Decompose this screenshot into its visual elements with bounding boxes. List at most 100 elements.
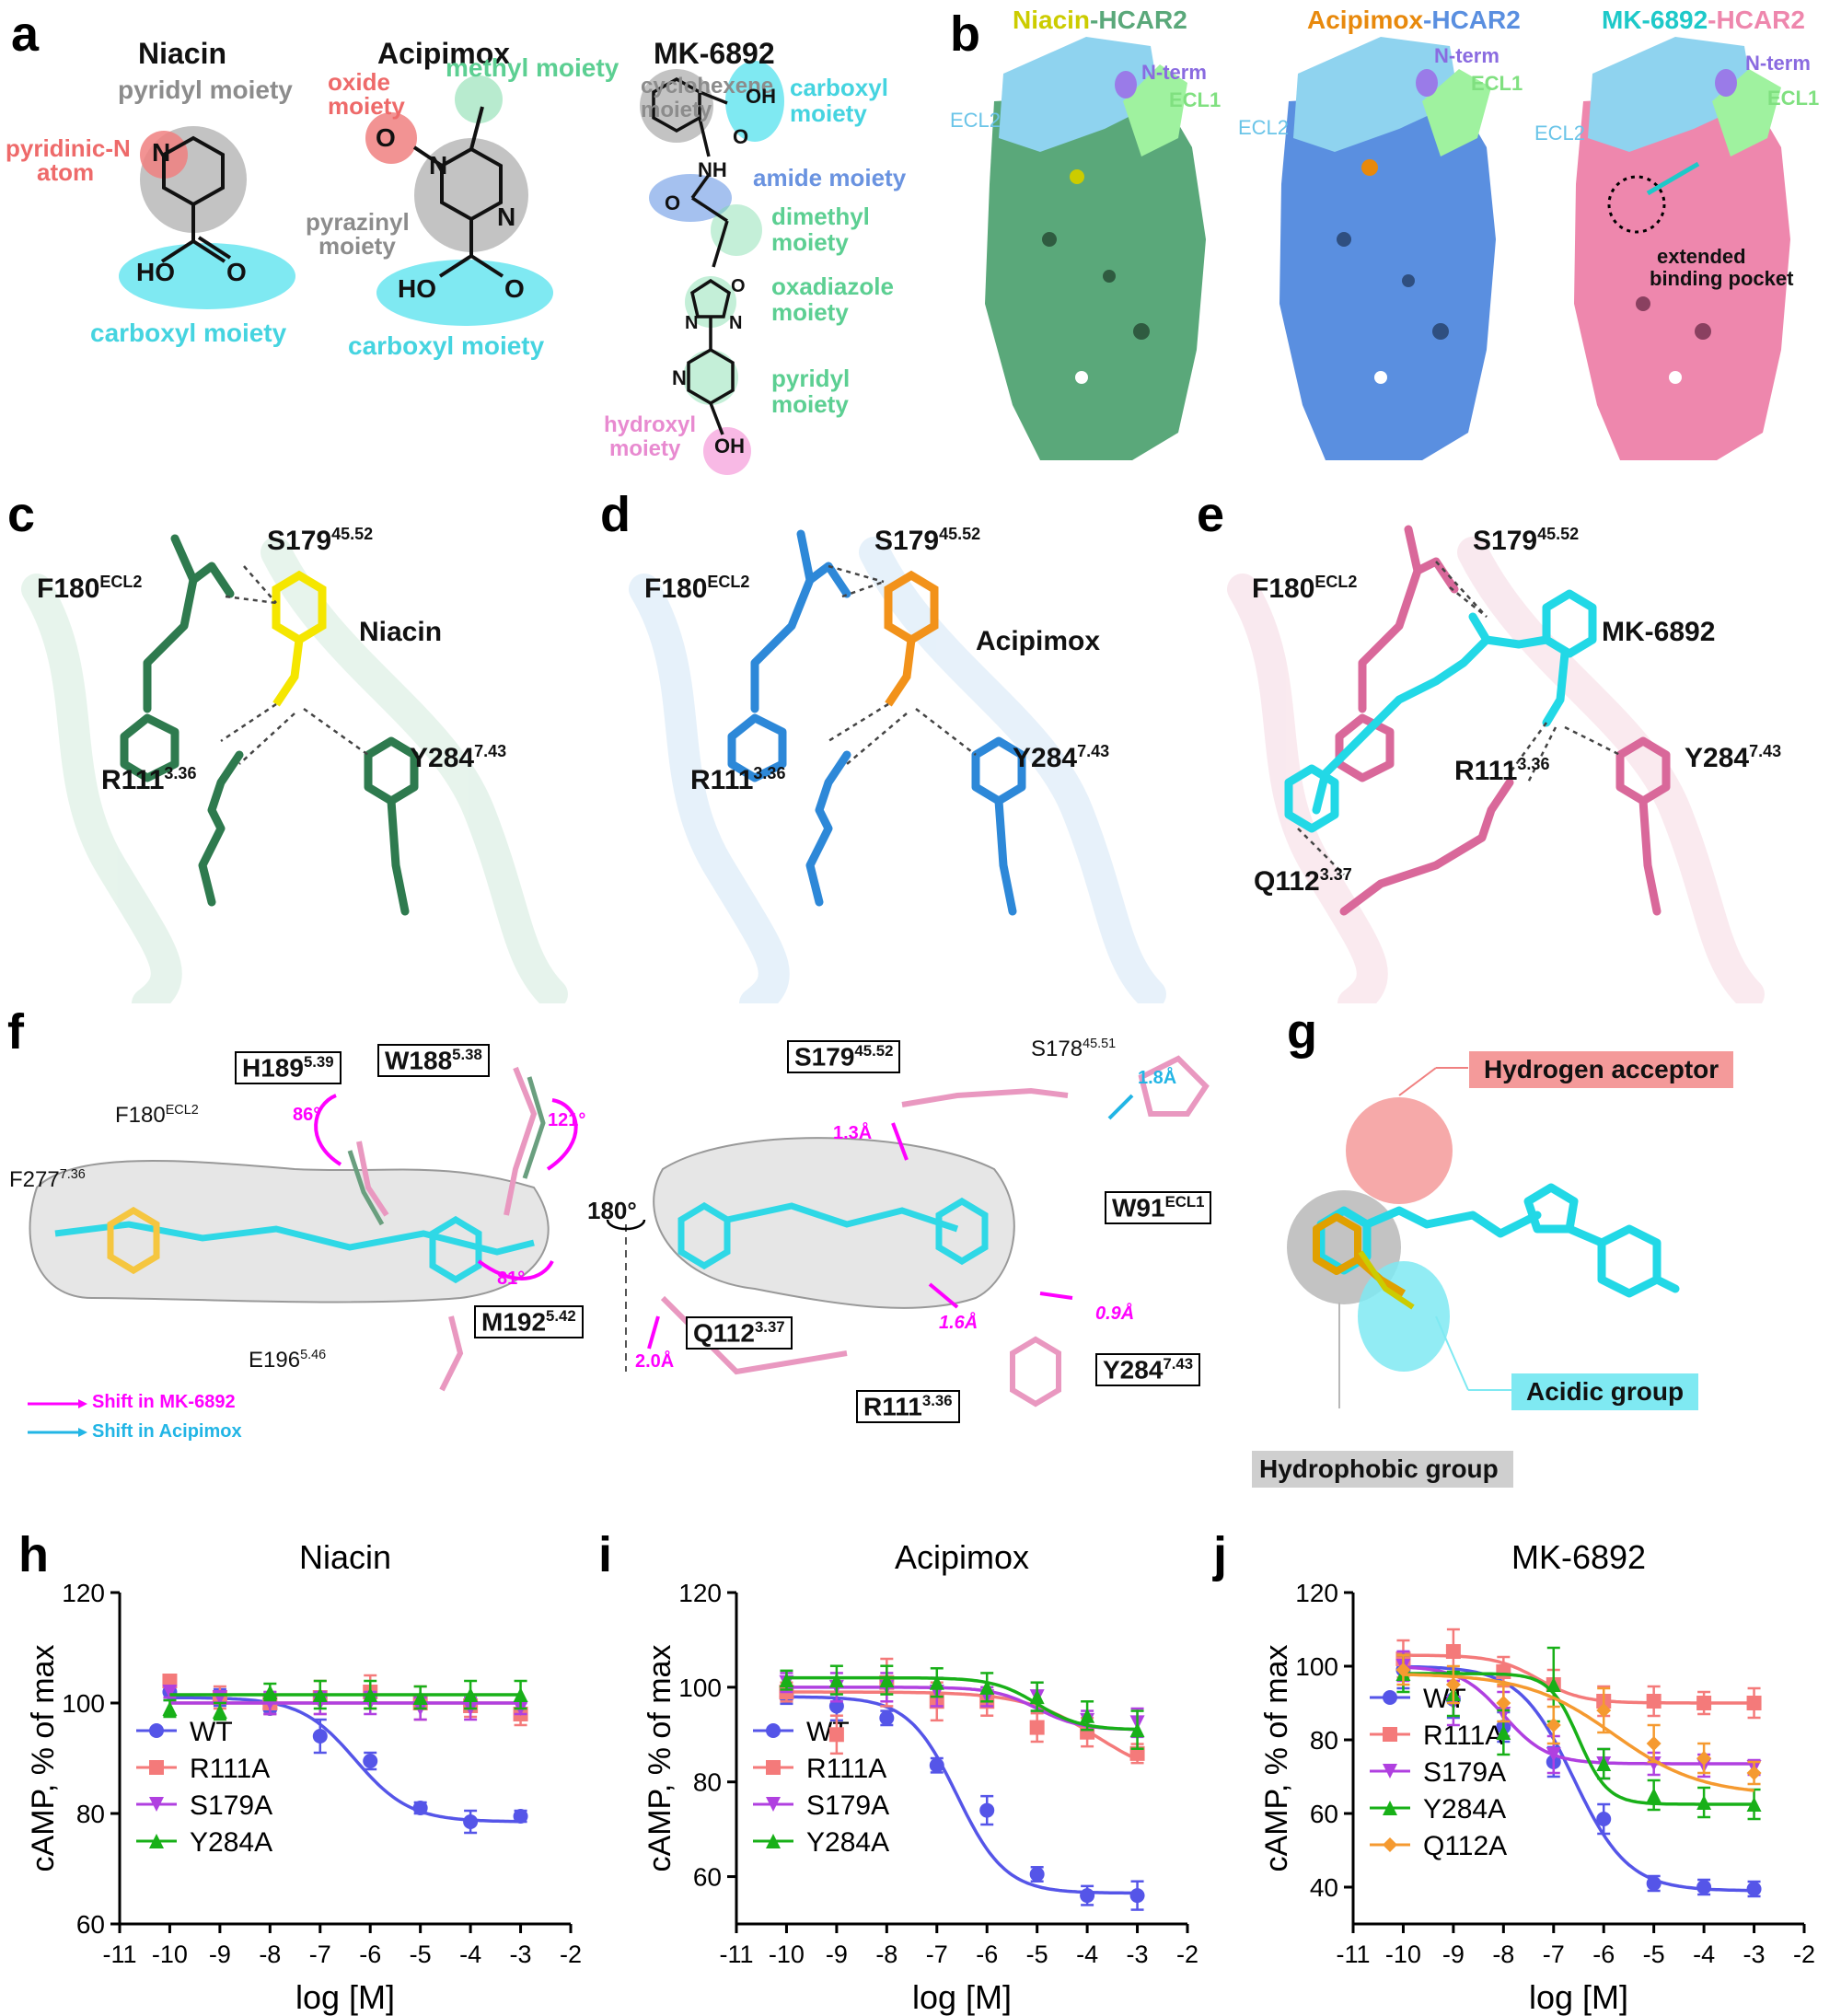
legend-marker: [1383, 1727, 1397, 1742]
f-left-small-ligands: [107, 1206, 160, 1275]
series-y284a: Y284A: [136, 1679, 528, 1858]
c-residues: [120, 534, 419, 916]
c-r111-label: R1113.36: [101, 764, 197, 795]
x-axis-label: log [M]: [1529, 1978, 1628, 2016]
mk-cyclohexene-highlight: [640, 69, 713, 143]
series-s179a: S179A: [1370, 1650, 1762, 1788]
acipimox-atom-n-plus: N: [429, 151, 448, 180]
panel-label-a: a: [11, 6, 40, 62]
panel-label-h: h: [18, 1527, 49, 1582]
mk-ligand-stick: [1284, 589, 1597, 833]
niacin-receptor-surface: [985, 92, 1206, 460]
data-point: [513, 1809, 528, 1824]
x-tick-label: -5: [1026, 1941, 1048, 1968]
niacin-atom-n: N: [152, 138, 171, 167]
mk-cyclohexene-label-1: cyclohexene: [641, 74, 774, 98]
series-s179a: S179A: [136, 1685, 528, 1821]
acipimox-nterm-surface: [1416, 69, 1438, 97]
structures-svg: [119, 61, 784, 475]
mk-atom-n3: N: [672, 366, 687, 389]
panel-label-f: f: [7, 1004, 24, 1060]
f-dist-18: 1.8Å: [1138, 1068, 1177, 1088]
x-tick-label: -6: [976, 1941, 998, 1968]
x-tick-label: -4: [1693, 1941, 1715, 1968]
y-tick-label: 120: [1295, 1579, 1338, 1607]
y-tick-label: 80: [76, 1800, 105, 1828]
b3-nterm-label: N-term: [1745, 52, 1811, 75]
acipimox-ligand-stick: [884, 570, 939, 645]
data-point: [1596, 1756, 1612, 1771]
acipimox-ecl1-surface: [1422, 69, 1491, 156]
chart-1: Niacin 60 80 100 120 -11 -10 -9 -8 -7 -6 -5 -4 -3 -2 lo…: [26, 1538, 582, 2016]
e-hbonds: [1297, 561, 1621, 875]
x-tick-label: -8: [875, 1941, 897, 1968]
f-s178-label: S17845.51: [1031, 1037, 1117, 1061]
data-point: [879, 1673, 895, 1688]
data-point: [412, 1801, 428, 1815]
e-r111-label: R1113.36: [1454, 755, 1550, 786]
panel-label-i: i: [598, 1527, 613, 1582]
x-tick-label: -3: [1127, 1941, 1149, 1968]
legend-marker: [149, 1797, 164, 1812]
mk-atom-n2: N: [729, 313, 743, 333]
f-legend-aci: Shift in Acipimox: [92, 1421, 242, 1442]
niacin-carboxyl-label: carboxyl moiety: [90, 319, 287, 347]
acipimox-carboxyl-highlight: [376, 260, 553, 326]
x-tick-label: -3: [1743, 1941, 1766, 1968]
mk-carboxyl-label-1: carboxyl: [790, 74, 888, 101]
acipimox-pyrazinyl-label-2: moiety: [318, 232, 396, 260]
panel-g-pharmacophore: Hydrogen acceptor Acidic group Hydrophob…: [1252, 1003, 1841, 1519]
f-rotation-label: 180°: [587, 1197, 637, 1224]
acipimox-atom-o2: O: [504, 274, 525, 303]
data-point: [1445, 1644, 1461, 1659]
surfaces-svg: [985, 37, 1790, 460]
acipimox-atom-n: N: [497, 203, 516, 231]
x-tick-label: -9: [209, 1941, 231, 1968]
y-tick-label: 60: [693, 1863, 722, 1892]
data-point: [162, 1685, 178, 1699]
data-point: [513, 1687, 528, 1702]
mk-dimethyl-label-1: dimethyl: [771, 203, 870, 230]
acipimox-title: Acipimox: [377, 37, 511, 70]
acipimox-ligand-blob: [1361, 159, 1378, 176]
mk-amide-label: amide moiety: [753, 164, 907, 191]
mk-atom-o: O: [733, 125, 749, 148]
data-point: [312, 1729, 328, 1744]
data-point: [463, 1687, 479, 1702]
f-y284-label: Y2847.43: [1095, 1353, 1201, 1387]
f-s179-label: S17945.52: [787, 1040, 901, 1074]
panel-label-b: b: [950, 6, 980, 62]
g-mk-ligand: [1316, 1183, 1680, 1298]
f-w91-label: W91ECL1: [1105, 1191, 1212, 1225]
d-y284-label: Y2847.43: [1013, 742, 1110, 773]
mk-ecl2-surface: [1588, 37, 1754, 152]
data-point: [1029, 1720, 1045, 1735]
legend-marker: [149, 1723, 164, 1738]
data-point: [1546, 1747, 1561, 1762]
f-right-ligand: [677, 1197, 989, 1270]
x-tick-label: -6: [1592, 1941, 1615, 1968]
f-dist-09: 0.9Å: [1095, 1303, 1135, 1324]
legend-marker: [1383, 1764, 1397, 1778]
mk-atom-nh: NH: [698, 158, 727, 181]
f-left-ligand: [54, 1215, 535, 1284]
b-title-1: Niacin-HCAR2: [1013, 6, 1187, 34]
data-point: [1746, 1797, 1762, 1812]
data-point: [1546, 1718, 1561, 1732]
niacin-ecl1-surface: [1123, 64, 1187, 156]
series-y284a: Y284A: [1370, 1646, 1762, 1825]
chart-2: Acipimox 60 80 100 120 -11 -10 -9 -8 -7 -6 -5 -4 -3 -2…: [643, 1538, 1198, 2016]
e-f180-label: F180ECL2: [1252, 573, 1358, 604]
niacin-pyridinic-label-1: pyridinic-N: [6, 134, 131, 162]
legend-marker: [1383, 1801, 1397, 1815]
g-hydrophobic-label: Hydrophobic group: [1252, 1451, 1513, 1488]
y-tick-label: 100: [678, 1674, 722, 1702]
mk-dimethyl-label-2: moiety: [771, 228, 849, 256]
g-acidic-label: Acidic group: [1511, 1373, 1699, 1410]
fit-curve: [1403, 1672, 1754, 1806]
overlay-svg: [28, 1055, 1210, 1437]
mk-hydroxyl-highlight: [703, 427, 751, 475]
mk-atom-oh: OH: [746, 85, 776, 108]
data-point: [1746, 1882, 1762, 1896]
data-point: [828, 1673, 844, 1688]
